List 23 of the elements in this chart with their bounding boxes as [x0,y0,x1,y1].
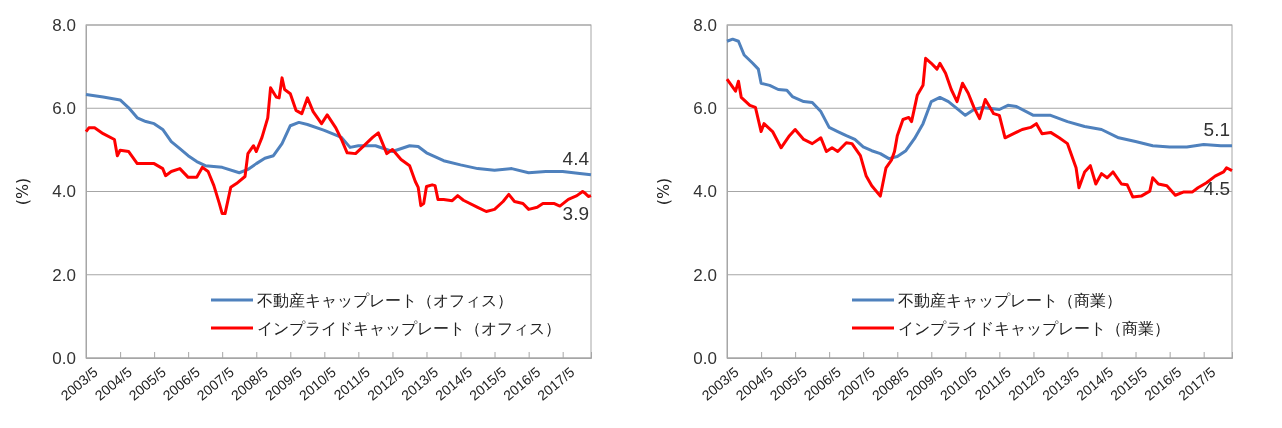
legend-label: インプライドキャップレート（商業） [898,319,1170,338]
line-series [725,56,1234,199]
annotation: 3.9 [562,202,589,224]
legend-label: 不動産キャップレート（商業） [898,291,1122,310]
y-axis-title: (%) [13,177,32,206]
y-tick-label: 4.0 [52,182,76,202]
y-tick-label: 6.0 [693,99,717,119]
y-tick-label: 2.0 [693,265,717,285]
y-tick-label: 6.0 [52,99,76,119]
y-tick-label: 2.0 [52,265,76,285]
legend-label: 不動産キャップレート（オフィス） [257,291,513,310]
annotation: 4.5 [1203,177,1230,199]
line-series [725,37,1234,161]
legend-label: インプライドキャップレート（オフィス） [257,319,561,338]
annotation: 5.1 [1203,118,1230,140]
y-tick-label: 8.0 [693,15,717,35]
line-series [84,93,593,177]
y-axis-title: (%) [654,177,673,206]
y-tick-label: 0.0 [52,348,76,368]
y-tick-label: 8.0 [52,15,76,35]
y-tick-label: 0.0 [693,348,717,368]
y-tick-label: 4.0 [693,182,717,202]
annotation: 4.4 [562,147,590,169]
